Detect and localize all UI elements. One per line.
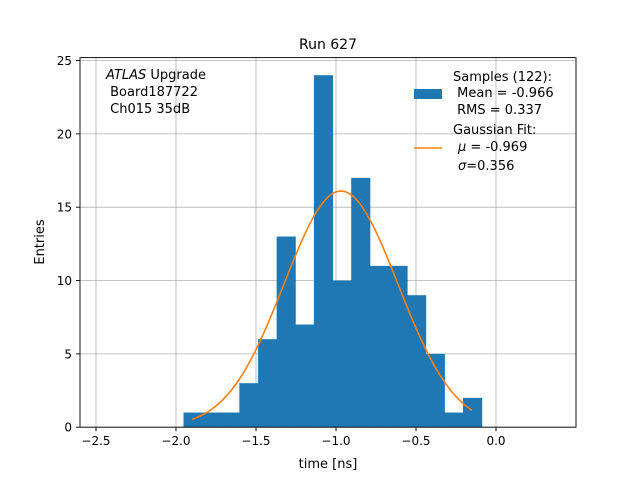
svg-text:μ = -0.969: μ = -0.969 bbox=[457, 140, 527, 155]
x-tick-label: −1.5 bbox=[241, 434, 270, 448]
legend-samples-title: Samples (122): bbox=[453, 70, 552, 85]
y-tick-label: 25 bbox=[57, 54, 72, 68]
atlas-annotation: ATLAS Upgrade Board187722 Ch015 35dB bbox=[105, 68, 206, 117]
histogram-bar bbox=[425, 353, 445, 428]
histogram-bar bbox=[463, 397, 483, 428]
y-tick-label: 10 bbox=[57, 274, 72, 288]
gaussian-fit-curve bbox=[191, 190, 473, 421]
legend-fit-title: Gaussian Fit: bbox=[453, 123, 536, 138]
y-axis-ticks: 0 5 10 15 20 25 bbox=[57, 54, 80, 435]
y-tick-label: 5 bbox=[64, 347, 72, 361]
x-tick-label: −0.5 bbox=[401, 434, 430, 448]
histogram-bar bbox=[295, 324, 315, 428]
x-tick-label: −1.0 bbox=[321, 434, 350, 448]
histogram-bar bbox=[351, 177, 371, 428]
y-tick-label: 15 bbox=[57, 201, 72, 215]
legend-samples-rms: RMS = 0.337 bbox=[453, 103, 542, 118]
histogram-bar bbox=[388, 265, 408, 428]
board-label: Board187722 bbox=[106, 85, 198, 100]
channel-label: Ch015 35dB bbox=[106, 102, 190, 117]
histogram-bar bbox=[276, 236, 296, 428]
y-axis-label: Entries bbox=[33, 219, 48, 265]
y-tick-label: 20 bbox=[57, 127, 72, 141]
histogram-bar bbox=[202, 412, 222, 428]
histogram-bar bbox=[332, 280, 352, 428]
histogram-bar bbox=[407, 295, 427, 428]
x-tick-label: 0.0 bbox=[486, 434, 505, 448]
histogram-bar bbox=[239, 383, 259, 428]
histogram-bar bbox=[258, 339, 278, 428]
x-tick-label: −2.5 bbox=[81, 434, 110, 448]
histogram-bar bbox=[444, 412, 464, 428]
chart-title: Run 627 bbox=[299, 37, 357, 53]
legend: Samples (122): Mean = -0.966 RMS = 0.337… bbox=[414, 70, 554, 174]
legend-samples-swatch bbox=[414, 89, 442, 99]
histogram-bar bbox=[313, 75, 334, 428]
legend-samples-mean: Mean = -0.966 bbox=[453, 86, 554, 101]
x-tick-label: −2.0 bbox=[161, 434, 190, 448]
histogram-bars bbox=[183, 75, 483, 428]
y-tick-label: 0 bbox=[64, 421, 72, 435]
histogram-bar bbox=[220, 412, 240, 428]
svg-text:σ=0.356: σ=0.356 bbox=[458, 159, 514, 174]
histogram-bar bbox=[369, 265, 389, 428]
svg-text:ATLAS Upgrade: ATLAS Upgrade bbox=[105, 68, 206, 83]
upgrade-label: Upgrade bbox=[146, 68, 206, 83]
legend-sigma-value: =0.356 bbox=[466, 159, 514, 174]
atlas-label: ATLAS bbox=[105, 68, 146, 83]
plot-frame bbox=[79, 57, 577, 428]
legend-sigma-symbol: σ bbox=[458, 159, 467, 174]
x-axis-label: time [ns] bbox=[299, 457, 358, 472]
legend-mu-symbol: μ bbox=[457, 140, 466, 155]
x-axis-ticks: −2.5 −2.0 −1.5 −1.0 −0.5 0.0 bbox=[81, 427, 506, 448]
legend-mu-value: = -0.969 bbox=[466, 140, 527, 155]
